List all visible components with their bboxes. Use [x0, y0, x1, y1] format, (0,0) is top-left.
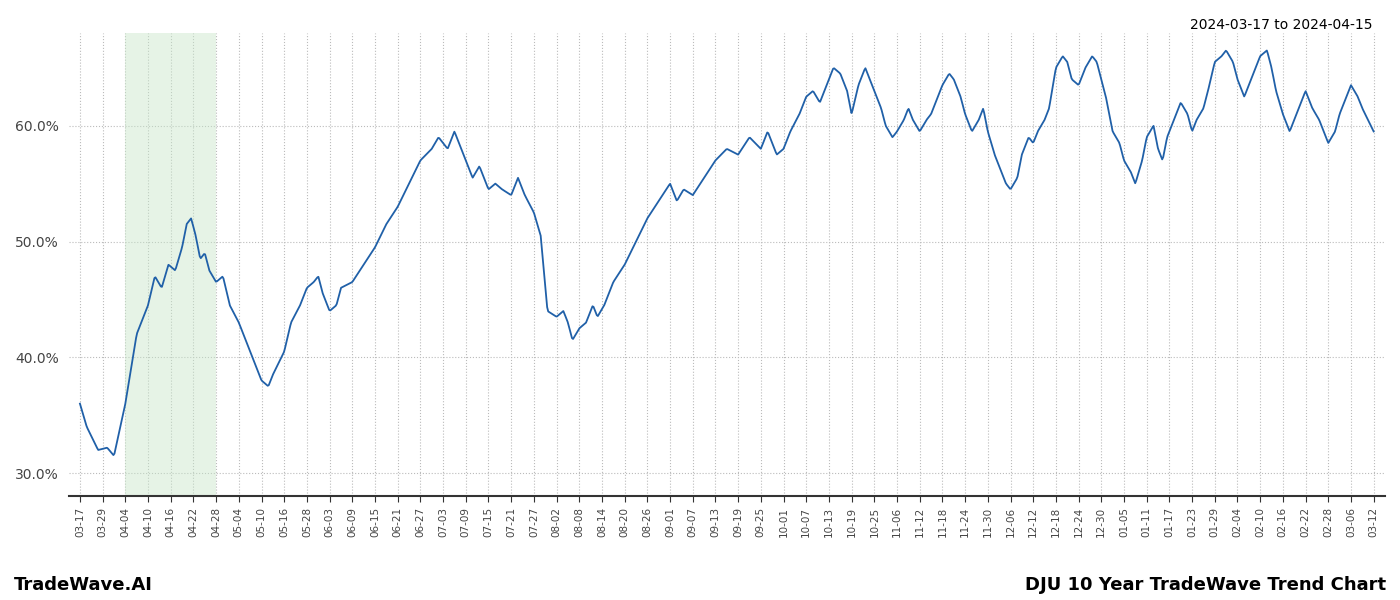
Text: 2024-03-17 to 2024-04-15: 2024-03-17 to 2024-04-15: [1190, 18, 1372, 32]
Text: TradeWave.AI: TradeWave.AI: [14, 576, 153, 594]
Text: DJU 10 Year TradeWave Trend Chart: DJU 10 Year TradeWave Trend Chart: [1025, 576, 1386, 594]
Bar: [126, 33, 216, 496]
